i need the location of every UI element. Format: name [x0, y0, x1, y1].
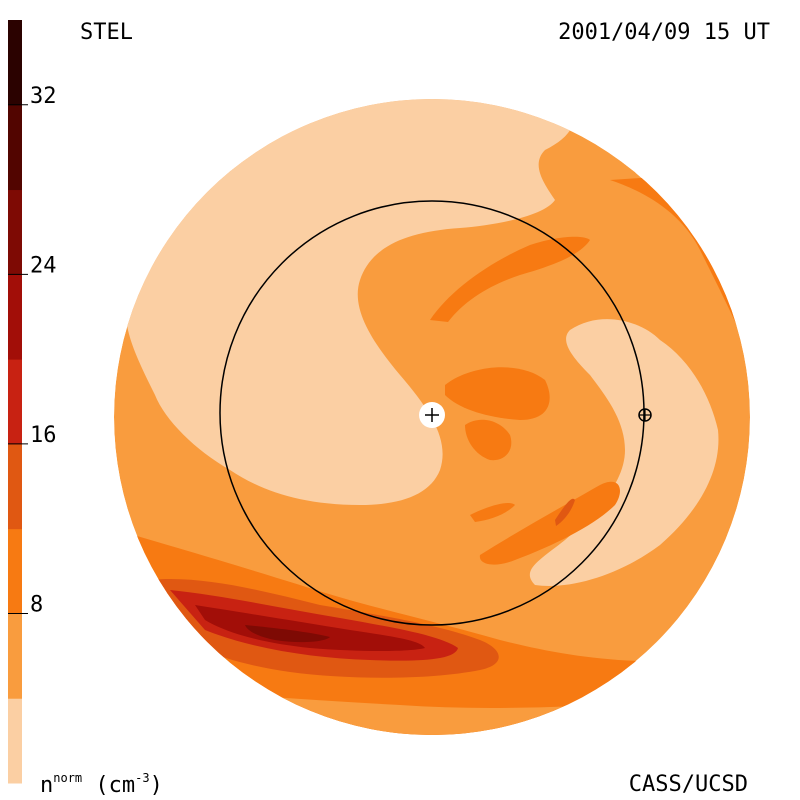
source-label: STEL — [80, 20, 133, 45]
colorbar-segment — [8, 613, 22, 699]
sun-marker — [419, 402, 445, 428]
colorbar-tick-label: 16 — [30, 423, 57, 448]
colorbar-tick-label: 24 — [30, 253, 57, 278]
colorbar-segment — [8, 698, 22, 784]
contour-dark-se — [555, 498, 575, 526]
colorbar-unit-label: nnorm (cm-3) — [40, 771, 163, 798]
credit-label: CASS/UCSD — [628, 772, 748, 797]
colorbar-segment — [8, 443, 22, 530]
contour-mid-c1 — [445, 367, 550, 420]
earth-marker — [638, 408, 652, 422]
datetime-label: 2001/04/09 15 UT — [558, 20, 770, 45]
earth-orbit-ring — [219, 200, 645, 626]
colorbar-segment — [8, 104, 22, 191]
colorbar-segment — [8, 359, 22, 445]
colorbar: 8 16 24 32 — [8, 20, 57, 784]
colorbar-segment — [8, 274, 22, 360]
colorbar-segment — [8, 189, 22, 275]
contour-dark-sw3 — [195, 605, 425, 651]
colorbar-segment — [8, 528, 22, 614]
colorbar-tick-label: 8 — [30, 592, 43, 617]
contour-light-nw — [114, 99, 575, 505]
colorbar-segment — [8, 20, 22, 106]
contour-mid-se — [479, 481, 620, 565]
colorbar-tick-label: 32 — [30, 84, 57, 109]
contour-mid-se2 — [470, 503, 515, 522]
contour-light-e — [529, 319, 719, 586]
contour-dark-sw4 — [245, 625, 330, 643]
contour-mid-c2 — [465, 419, 512, 461]
contour-mid-ne2 — [430, 236, 590, 322]
density-disc — [114, 99, 750, 735]
